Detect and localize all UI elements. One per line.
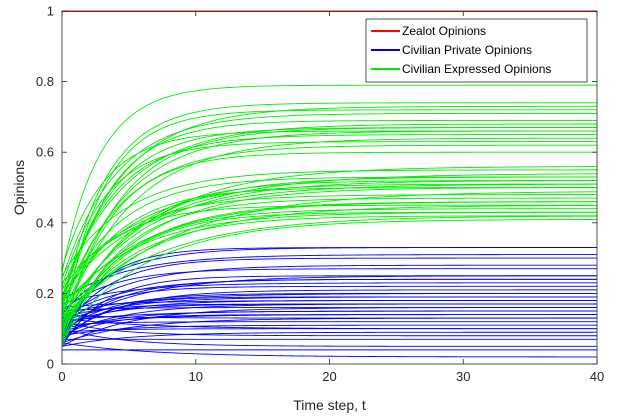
expressed-opinion-line-36 xyxy=(62,112,597,280)
expressed-opinion-line-38 xyxy=(62,105,597,301)
expressed-opinion-line-11 xyxy=(62,197,597,343)
private-opinion-line-6 xyxy=(62,331,597,347)
private-opinion-line-28 xyxy=(62,289,597,340)
x-tick-label: 40 xyxy=(590,369,604,384)
legend-box xyxy=(365,18,588,83)
private-opinion-line-37 xyxy=(62,257,597,333)
x-tick-label: 0 xyxy=(58,369,65,384)
private-opinion-line-36 xyxy=(62,264,597,322)
expressed-opinion-line-22 xyxy=(62,173,597,294)
legend-label-expressed: Civilian Expressed Opinions xyxy=(402,62,551,76)
expressed-opinion-line-10 xyxy=(62,201,597,312)
private-opinion-line-1 xyxy=(62,342,597,358)
legend-entry-expressed: Civilian Expressed Opinions xyxy=(371,62,551,76)
expressed-opinion-line-26 xyxy=(62,144,597,308)
legend-label-zealot: Zealot Opinions xyxy=(402,24,486,38)
private-opinion-line-25 xyxy=(62,296,597,323)
private-opinion-line-35 xyxy=(62,268,597,312)
private-opinion-line-34 xyxy=(62,275,597,330)
private-opinion-line-30 xyxy=(62,282,597,305)
expressed-opinion-line-35 xyxy=(62,119,597,319)
expressed-opinion-line-16 xyxy=(62,183,597,301)
expressed-opinion-line-6 xyxy=(62,208,597,336)
private-opinion-line-9 xyxy=(62,324,597,337)
expressed-opinion-line-3 xyxy=(62,215,597,319)
x-tick-label: 20 xyxy=(322,369,336,384)
private-opinion-line-18 xyxy=(62,307,597,347)
y-tick-label: 0.6 xyxy=(36,145,54,160)
expressed-opinion-line-1 xyxy=(62,219,597,340)
x-axis-label: Time step, t xyxy=(293,397,366,413)
expressed-opinion-line-15 xyxy=(62,187,597,333)
expressed-opinion-line-5 xyxy=(62,211,597,308)
y-tick-label: 0.8 xyxy=(36,74,54,89)
y-tick-label: 0.2 xyxy=(36,286,54,301)
expressed-opinion-line-31 xyxy=(62,130,597,269)
expressed-opinion-line-7 xyxy=(62,204,597,322)
legend: Zealot Opinions Civilian Private Opinion… xyxy=(365,18,588,83)
legend-entry-zealot: Zealot Opinions xyxy=(371,24,486,38)
private-opinion-line-38 xyxy=(62,254,597,301)
expressed-opinion-line-27 xyxy=(62,141,597,287)
y-tick-label: 0 xyxy=(47,357,54,372)
expressed-opinion-line-2 xyxy=(62,215,597,329)
expressed-opinion-line-34 xyxy=(62,123,597,291)
private-opinion-line-16 xyxy=(62,310,597,333)
ticks-layer: 0 10 20 30 40 0 0.2 0.4 0.6 0.8 1 xyxy=(36,4,604,385)
private-opinion-line-5 xyxy=(62,321,597,337)
y-axis-label: Opinions xyxy=(11,160,27,215)
private-opinion-line-32 xyxy=(62,278,597,319)
legend-label-private: Civilian Private Opinions xyxy=(402,43,532,57)
private-opinion-line-23 xyxy=(62,300,597,330)
private-opinion-line-3 xyxy=(62,328,597,347)
expressed-opinion-line-40 xyxy=(62,84,597,273)
y-tick-label: 1 xyxy=(47,4,54,19)
expressed-opinion-line-19 xyxy=(62,180,597,319)
series-layer xyxy=(62,11,597,358)
expressed-opinion-line-29 xyxy=(62,134,597,298)
y-tick-label: 0.4 xyxy=(36,215,54,230)
expressed-opinion-line-37 xyxy=(62,109,597,329)
x-tick-label: 10 xyxy=(189,369,203,384)
x-tick-label: 30 xyxy=(456,369,470,384)
private-opinion-line-10 xyxy=(62,321,597,326)
expressed-opinion-line-12 xyxy=(62,194,597,291)
expressed-opinion-line-33 xyxy=(62,127,597,305)
expressed-opinion-line-39 xyxy=(62,102,597,312)
expressed-opinion-line-24 xyxy=(62,166,597,322)
legend-entry-private: Civilian Private Opinions xyxy=(371,43,532,57)
expressed-opinion-line-23 xyxy=(62,169,597,276)
expressed-opinion-line-13 xyxy=(62,191,597,326)
expressed-opinion-line-28 xyxy=(62,137,597,326)
